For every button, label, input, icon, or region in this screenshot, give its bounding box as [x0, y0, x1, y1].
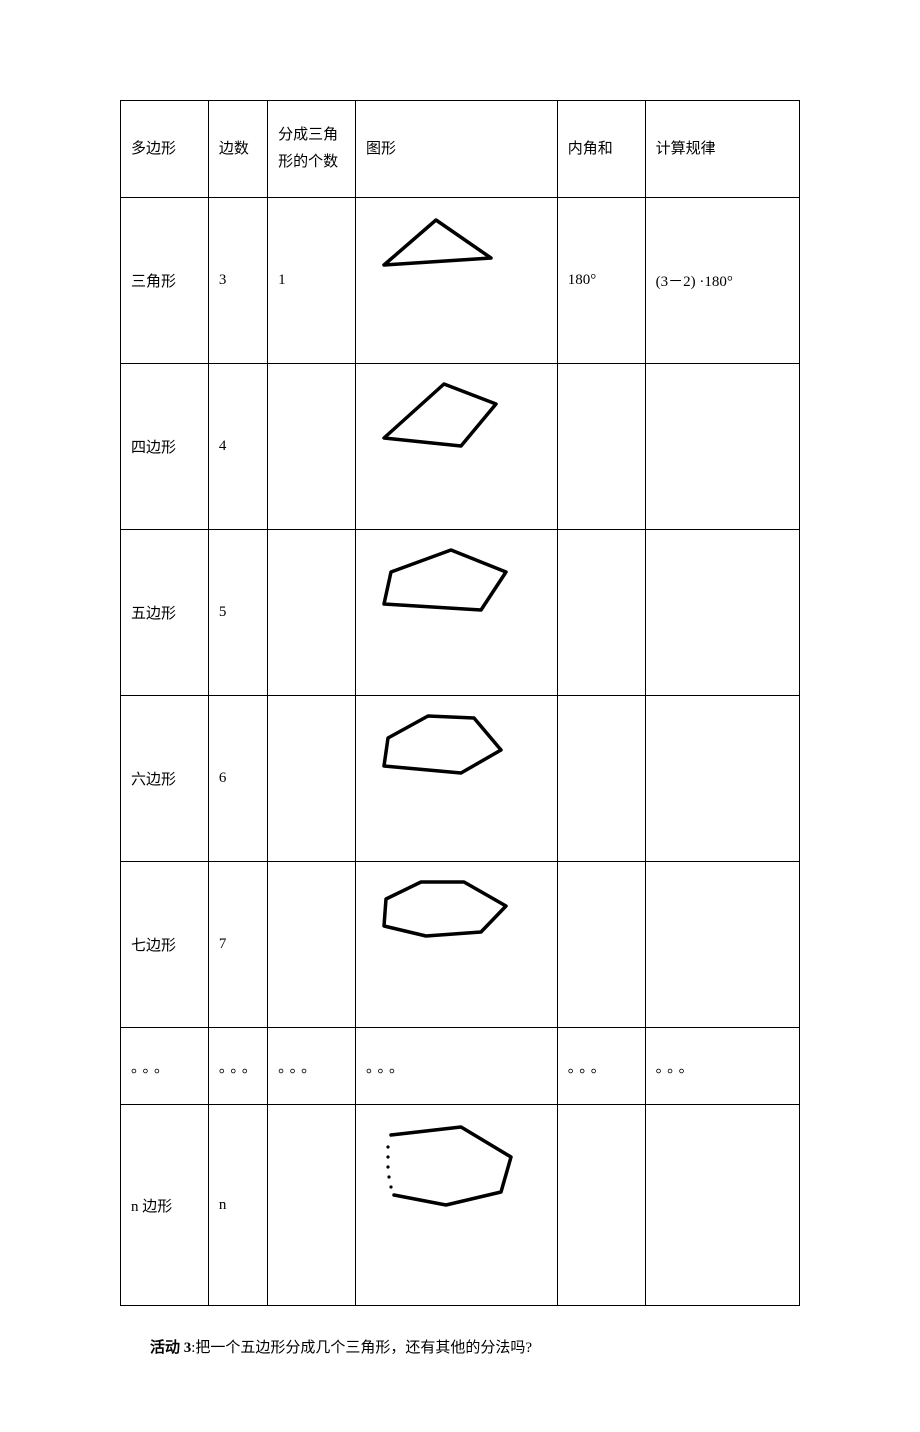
cell-ellipsis: 。。。 — [268, 1028, 356, 1105]
cell-anglesum — [557, 862, 645, 1028]
header-sides: 边数 — [208, 101, 267, 198]
cell-polygon: 七边形 — [121, 862, 209, 1028]
pentagon-icon — [366, 542, 526, 620]
cell-sides: 5 — [208, 530, 267, 696]
header-anglesum: 内角和 — [557, 101, 645, 198]
cell-anglesum — [557, 1105, 645, 1306]
cell-triangles — [268, 696, 356, 862]
ngon-icon — [366, 1117, 531, 1217]
cell-ellipsis: 。。。 — [557, 1028, 645, 1105]
cell-triangles — [268, 530, 356, 696]
table-row: 三角形 3 1 180° (3－2) ·180° — [121, 198, 800, 364]
hexagon-icon — [366, 708, 521, 783]
cell-triangles — [268, 1105, 356, 1306]
table-row: 五边形 5 — [121, 530, 800, 696]
cell-ellipsis: 。。。 — [208, 1028, 267, 1105]
cell-polygon: 四边形 — [121, 364, 209, 530]
cell-triangles — [268, 364, 356, 530]
cell-rule — [645, 1105, 799, 1306]
cell-rule — [645, 530, 799, 696]
quadrilateral-icon — [366, 376, 521, 456]
cell-anglesum — [557, 696, 645, 862]
cell-polygon: 五边形 — [121, 530, 209, 696]
cell-rule — [645, 696, 799, 862]
table-row: 七边形 7 — [121, 862, 800, 1028]
activity-label-number: 3 — [184, 1340, 192, 1356]
cell-figure — [356, 364, 558, 530]
activity-text: :把一个五边形分成几个三角形，还有其他的分法吗? — [191, 1340, 532, 1356]
cell-triangles: 1 — [268, 198, 356, 364]
header-triangles: 分成三角形的个数 — [268, 101, 356, 198]
cell-rule: (3－2) ·180° — [645, 198, 799, 364]
cell-polygon: n 边形 — [121, 1105, 209, 1306]
table-ellipsis-row: 。。。 。。。 。。。 。。。 。。。 。。。 — [121, 1028, 800, 1105]
table-row: 四边形 4 — [121, 364, 800, 530]
cell-ellipsis: 。。。 — [645, 1028, 799, 1105]
header-figure: 图形 — [356, 101, 558, 198]
cell-anglesum: 180° — [557, 198, 645, 364]
cell-rule — [645, 862, 799, 1028]
activity-label-prefix: 活动 — [150, 1340, 184, 1356]
cell-polygon: 三角形 — [121, 198, 209, 364]
cell-sides: 6 — [208, 696, 267, 862]
table-row: 六边形 6 — [121, 696, 800, 862]
cell-ellipsis: 。。。 — [121, 1028, 209, 1105]
heptagon-icon — [366, 874, 526, 944]
cell-figure — [356, 1105, 558, 1306]
cell-sides: 7 — [208, 862, 267, 1028]
cell-sides: 3 — [208, 198, 267, 364]
cell-polygon: 六边形 — [121, 696, 209, 862]
cell-rule — [645, 364, 799, 530]
triangle-icon — [366, 210, 521, 280]
cell-triangles — [268, 862, 356, 1028]
header-rule: 计算规律 — [645, 101, 799, 198]
cell-sides: n — [208, 1105, 267, 1306]
table-header-row: 多边形 边数 分成三角形的个数 图形 内角和 计算规律 — [121, 101, 800, 198]
cell-figure — [356, 696, 558, 862]
cell-anglesum — [557, 364, 645, 530]
polygon-table: 多边形 边数 分成三角形的个数 图形 内角和 计算规律 三角形 3 1 180°… — [120, 100, 800, 1306]
cell-anglesum — [557, 530, 645, 696]
cell-figure — [356, 530, 558, 696]
header-polygon: 多边形 — [121, 101, 209, 198]
cell-sides: 4 — [208, 364, 267, 530]
cell-figure — [356, 862, 558, 1028]
cell-ellipsis: 。。。 — [356, 1028, 558, 1105]
table-n-row: n 边形 n — [121, 1105, 800, 1306]
activity-line: 活动 3:把一个五边形分成几个三角形，还有其他的分法吗? — [120, 1336, 800, 1357]
cell-figure — [356, 198, 558, 364]
